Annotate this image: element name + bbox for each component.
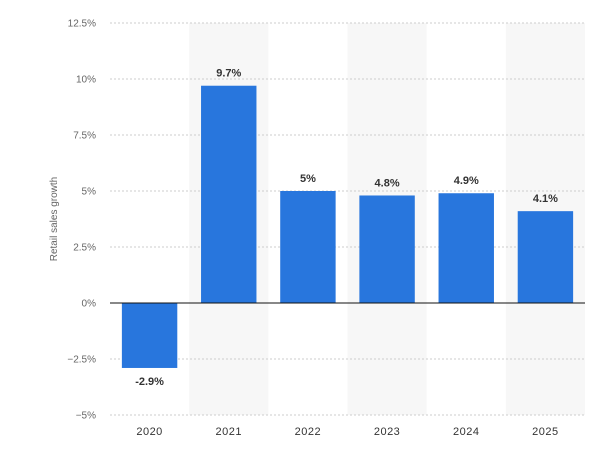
- bar-2025[interactable]: [517, 211, 574, 303]
- y-tick-label: 10%: [76, 75, 96, 86]
- data-label-2020: -2.9%: [135, 376, 164, 388]
- y-tick-label: −5%: [76, 411, 96, 422]
- x-axis-labels: 2020 2021 2022 2023 2024 2025: [136, 426, 558, 438]
- y-tick-label: −2.5%: [67, 355, 96, 366]
- bar-2024[interactable]: [438, 193, 494, 303]
- x-tick-label-2021: 2021: [216, 426, 242, 438]
- x-tick-label-2020: 2020: [136, 426, 162, 438]
- data-label-2021: 9.7%: [216, 68, 241, 80]
- bar-2020[interactable]: [121, 303, 178, 368]
- x-tick-label-2023: 2023: [374, 426, 400, 438]
- y-tick-label: 0%: [82, 299, 97, 310]
- y-axis-ticks: 12.5% 10% 7.5% 5% 2.5% 0% −2.5% −5%: [67, 19, 96, 422]
- x-tick-label-2025: 2025: [532, 426, 558, 438]
- bar-2022[interactable]: [280, 191, 336, 303]
- data-label-2023: 4.8%: [375, 177, 400, 189]
- y-tick-label: 7.5%: [73, 131, 96, 142]
- x-tick-label-2024: 2024: [453, 426, 479, 438]
- y-axis-title: Retail sales growth: [49, 177, 60, 261]
- bar-2023[interactable]: [359, 195, 415, 303]
- bar-2021[interactable]: [201, 85, 257, 303]
- x-tick-label-2022: 2022: [295, 426, 321, 438]
- data-labels: -2.9% 9.7% 5% 4.8% 4.9% 4.1%: [135, 68, 558, 388]
- gridlines: [110, 22, 585, 416]
- data-label-2024: 4.9%: [454, 175, 479, 187]
- y-tick-label: 5%: [82, 187, 97, 198]
- y-tick-label: 2.5%: [73, 243, 96, 254]
- data-label-2025: 4.1%: [533, 193, 558, 205]
- data-label-2022: 5%: [300, 173, 316, 185]
- y-tick-label: 12.5%: [68, 19, 96, 30]
- bars: [121, 85, 574, 368]
